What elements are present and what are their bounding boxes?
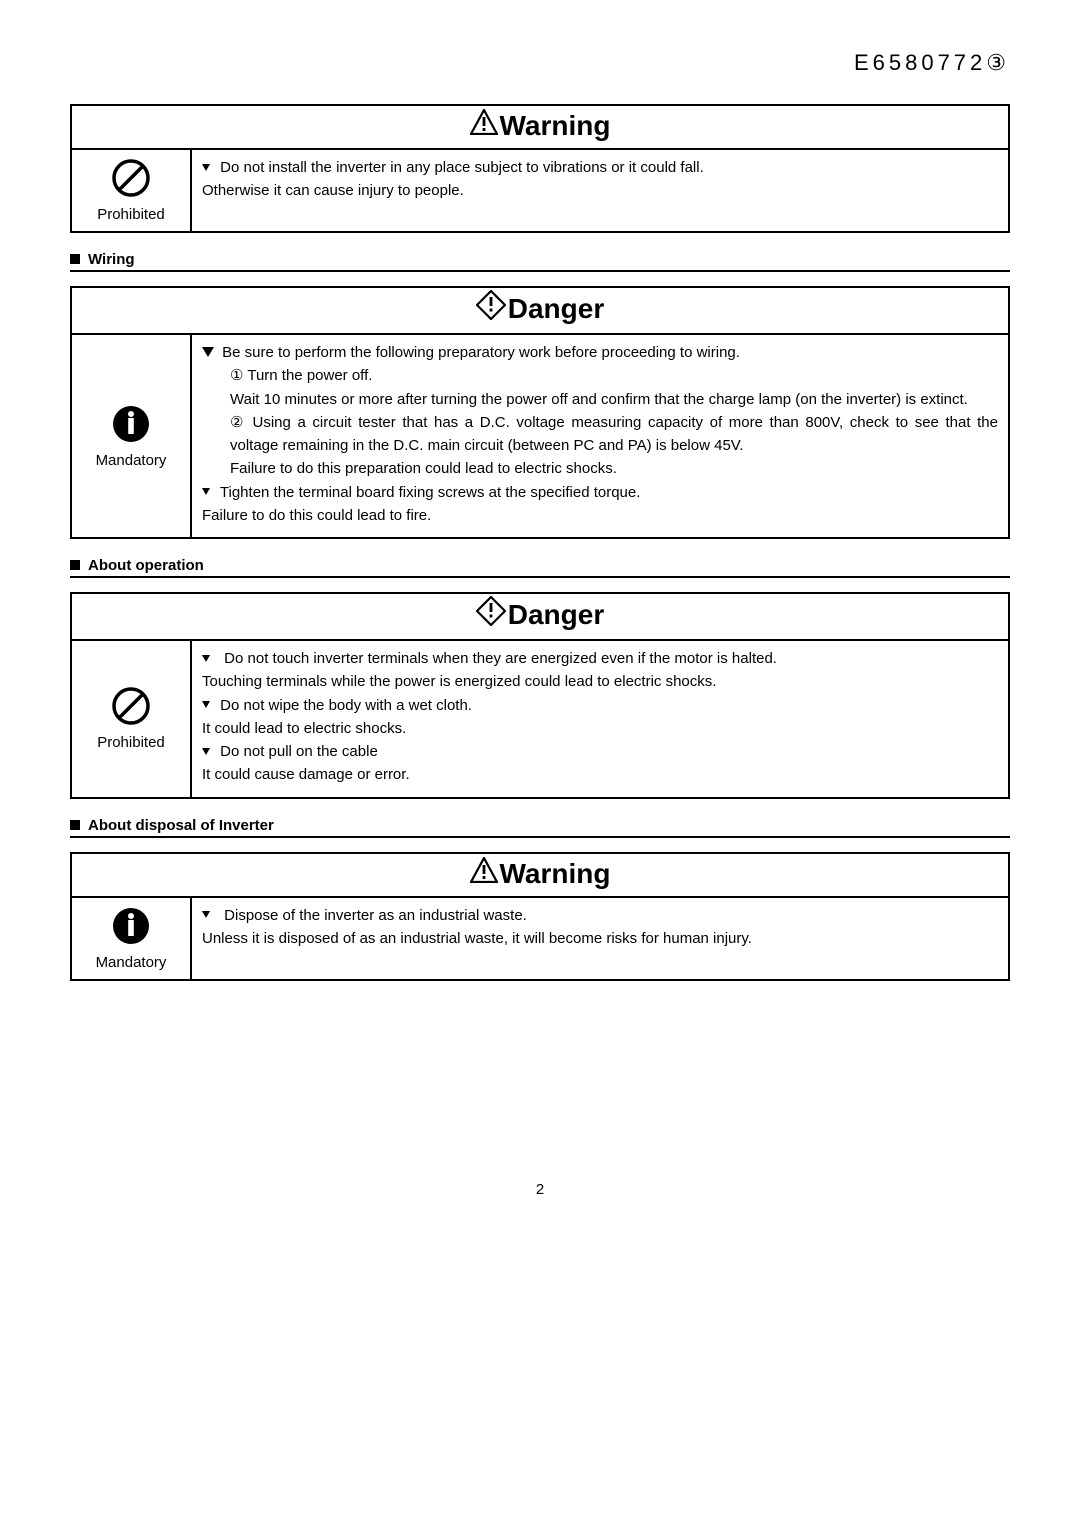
square-bullet-icon: [70, 254, 80, 264]
section-heading-wiring: Wiring: [70, 251, 1010, 272]
warning-box-disposal: Warning Mandatory Dispose of the inverte…: [70, 852, 1010, 981]
content-column: Be sure to perform the following prepara…: [192, 335, 1008, 537]
icon-column: Mandatory: [72, 898, 192, 979]
text-line: Otherwise it can cause injury to people.: [202, 179, 998, 202]
text-line: Tighten the terminal board fixing screws…: [220, 484, 641, 501]
text-line: Do not install the inverter in any place…: [220, 159, 704, 176]
icon-label: Mandatory: [96, 954, 167, 971]
text-line: Dispose of the inverter as an industrial…: [224, 907, 527, 924]
text-line: Failure to do this preparation could lea…: [202, 457, 998, 480]
warning-box-install: Warning Prohibited Do not install the in…: [70, 104, 1010, 233]
icon-label: Prohibited: [97, 734, 165, 751]
square-bullet-icon: [70, 560, 80, 570]
text-line: Do not wipe the body with a wet cloth.: [220, 697, 472, 714]
text-line: Failure to do this could lead to fire.: [202, 504, 998, 527]
box-header: Warning: [72, 106, 1008, 150]
content-column: Do not install the inverter in any place…: [192, 150, 1008, 231]
text-line: Touching terminals while the power is en…: [202, 670, 998, 693]
icon-label: Prohibited: [97, 206, 165, 223]
icon-column: Mandatory: [72, 335, 192, 537]
doc-code: E6580772③: [70, 50, 1010, 76]
section-title: Wiring: [88, 251, 135, 268]
bullet-icon: [202, 748, 210, 755]
section-title: About operation: [88, 557, 204, 574]
bullet-icon: [202, 701, 210, 708]
mandatory-icon: [111, 906, 151, 950]
danger-diamond-icon: [476, 596, 506, 633]
square-bullet-icon: [70, 820, 80, 830]
box-header: Warning: [72, 854, 1008, 898]
text-line: ② Using a circuit tester that has a D.C.…: [202, 411, 998, 458]
prohibited-icon: [111, 158, 151, 202]
box-title: Warning: [500, 110, 611, 141]
section-heading-disposal: About disposal of Inverter: [70, 817, 1010, 838]
prohibited-icon: [111, 686, 151, 730]
danger-box-wiring: Danger Mandatory Be sure to perform the …: [70, 286, 1010, 539]
text-line: Unless it is disposed of as an industria…: [202, 927, 998, 950]
section-title: About disposal of Inverter: [88, 817, 274, 834]
bullet-icon: [202, 655, 210, 662]
text-line: Be sure to perform the following prepara…: [222, 344, 740, 361]
text-line: ① Turn the power off.: [202, 364, 998, 387]
text-line: Do not touch inverter terminals when the…: [224, 650, 777, 667]
section-heading-operation: About operation: [70, 557, 1010, 578]
box-title: Warning: [500, 858, 611, 889]
page-number: 2: [70, 1181, 1010, 1198]
box-title: Danger: [508, 599, 604, 630]
bullet-icon: [202, 347, 214, 357]
box-title: Danger: [508, 293, 604, 324]
bullet-icon: [202, 911, 210, 918]
icon-label: Mandatory: [96, 452, 167, 469]
bullet-icon: [202, 164, 210, 171]
danger-diamond-icon: [476, 290, 506, 327]
danger-box-operation: Danger Prohibited Do not touch inverter …: [70, 592, 1010, 799]
bullet-icon: [202, 488, 210, 495]
text-line: It could cause damage or error.: [202, 763, 998, 786]
content-column: Dispose of the inverter as an industrial…: [192, 898, 1008, 979]
icon-column: Prohibited: [72, 641, 192, 797]
text-line: Wait 10 minutes or more after turning th…: [202, 388, 998, 411]
text-line: It could lead to electric shocks.: [202, 717, 998, 740]
box-header: Danger: [72, 594, 1008, 641]
warning-triangle-icon: [470, 109, 498, 142]
text-line: Do not pull on the cable: [220, 743, 378, 760]
warning-triangle-icon: [470, 857, 498, 890]
icon-column: Prohibited: [72, 150, 192, 231]
mandatory-icon: [111, 404, 151, 448]
content-column: Do not touch inverter terminals when the…: [192, 641, 1008, 797]
box-header: Danger: [72, 288, 1008, 335]
